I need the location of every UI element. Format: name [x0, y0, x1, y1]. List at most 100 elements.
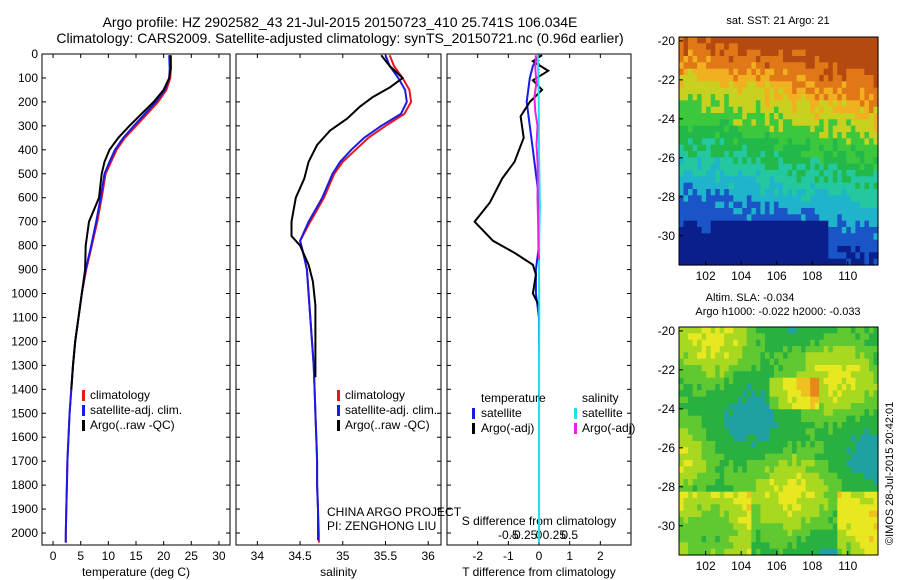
map-cell	[715, 548, 721, 556]
map-cell	[710, 119, 716, 127]
map-cell	[805, 233, 811, 241]
map-cell	[724, 453, 730, 461]
map-cell	[764, 227, 770, 234]
map-cell	[715, 542, 721, 550]
map-cell	[751, 201, 757, 209]
map-cell	[755, 233, 761, 241]
map-cell	[814, 358, 820, 366]
legend-label: satellite	[481, 406, 522, 420]
map-cell	[742, 176, 748, 184]
map-cell	[679, 119, 685, 127]
map-cell	[873, 81, 879, 89]
top-x-tick-label: 0.5	[561, 528, 578, 542]
map-cell	[755, 87, 761, 95]
map-cell	[792, 81, 798, 89]
map-cell	[728, 377, 734, 385]
map-cell	[769, 517, 775, 524]
map-cell	[841, 428, 847, 436]
map-cell	[828, 100, 834, 108]
map-cell	[697, 170, 703, 177]
map-cell	[792, 441, 798, 448]
map-cell	[873, 151, 879, 158]
map-cell	[710, 466, 716, 474]
map-cell	[706, 542, 712, 550]
map-cell	[787, 542, 793, 550]
map-cell	[846, 333, 852, 341]
map-cell	[850, 62, 856, 70]
map-cell	[832, 453, 838, 461]
map-cell	[742, 106, 748, 114]
map-cell	[855, 384, 861, 391]
map-cell	[692, 409, 698, 417]
map-cell	[828, 94, 834, 101]
map-cell	[841, 510, 847, 518]
map-cell	[692, 56, 698, 63]
map-cell	[737, 195, 743, 203]
map-cell	[850, 157, 856, 165]
map-cell	[819, 371, 825, 379]
map-cell	[846, 542, 852, 550]
map-cell	[850, 365, 856, 372]
map-cell	[746, 227, 752, 234]
map-cell	[841, 208, 847, 215]
map-cell	[801, 68, 807, 76]
map-cell	[760, 214, 766, 222]
map-cell	[706, 517, 712, 524]
map-cell	[850, 327, 856, 334]
map-cell	[751, 460, 757, 467]
map-cell	[792, 403, 798, 410]
map-cell	[828, 214, 834, 222]
map-cell	[724, 479, 730, 486]
map-cell	[850, 333, 856, 341]
map-cell	[810, 536, 816, 543]
map-cell	[850, 517, 856, 524]
map-cell	[692, 396, 698, 404]
map-cell	[873, 106, 879, 114]
map-cell	[706, 37, 712, 44]
map-cell	[823, 447, 829, 455]
y-tick-label: 1100	[12, 310, 38, 324]
map-cell	[869, 403, 875, 410]
map-cell	[742, 252, 748, 260]
map-cell	[828, 49, 834, 57]
map-cell	[823, 384, 829, 391]
map-cell	[737, 409, 743, 417]
map-cell	[787, 43, 793, 51]
map-cell	[692, 87, 698, 95]
map-cell	[792, 75, 798, 82]
map-cell	[688, 453, 694, 461]
map-cell	[692, 466, 698, 474]
map-cell	[823, 138, 829, 146]
map-cell	[864, 138, 870, 146]
map-cell	[683, 170, 689, 177]
map-cell	[873, 485, 879, 493]
map-cell	[724, 466, 730, 474]
map-cell	[819, 170, 825, 177]
map-cell	[683, 138, 689, 146]
map-cell	[688, 466, 694, 474]
map-cell	[828, 189, 834, 196]
map-cell	[688, 239, 694, 247]
map-cell	[855, 170, 861, 177]
map-cell	[814, 220, 820, 228]
x-tick-label: 15	[129, 549, 143, 563]
map-cell	[688, 176, 694, 184]
map-cell	[733, 233, 739, 241]
map-cell	[760, 258, 766, 266]
map-cell	[823, 333, 829, 341]
map-cell	[823, 87, 829, 95]
map-cell	[764, 415, 770, 423]
map-cell	[873, 390, 879, 398]
map-cell	[778, 75, 784, 82]
map-cell	[751, 182, 757, 190]
map-cell	[859, 523, 865, 531]
map-cell	[792, 106, 798, 114]
map-cell	[778, 472, 784, 480]
map-cell	[873, 384, 879, 391]
map-cell	[855, 43, 861, 51]
map-cell	[783, 75, 789, 82]
legend-swatch	[574, 408, 577, 419]
map-cell	[850, 346, 856, 353]
map-cell	[724, 396, 730, 404]
map-cell	[706, 214, 712, 222]
